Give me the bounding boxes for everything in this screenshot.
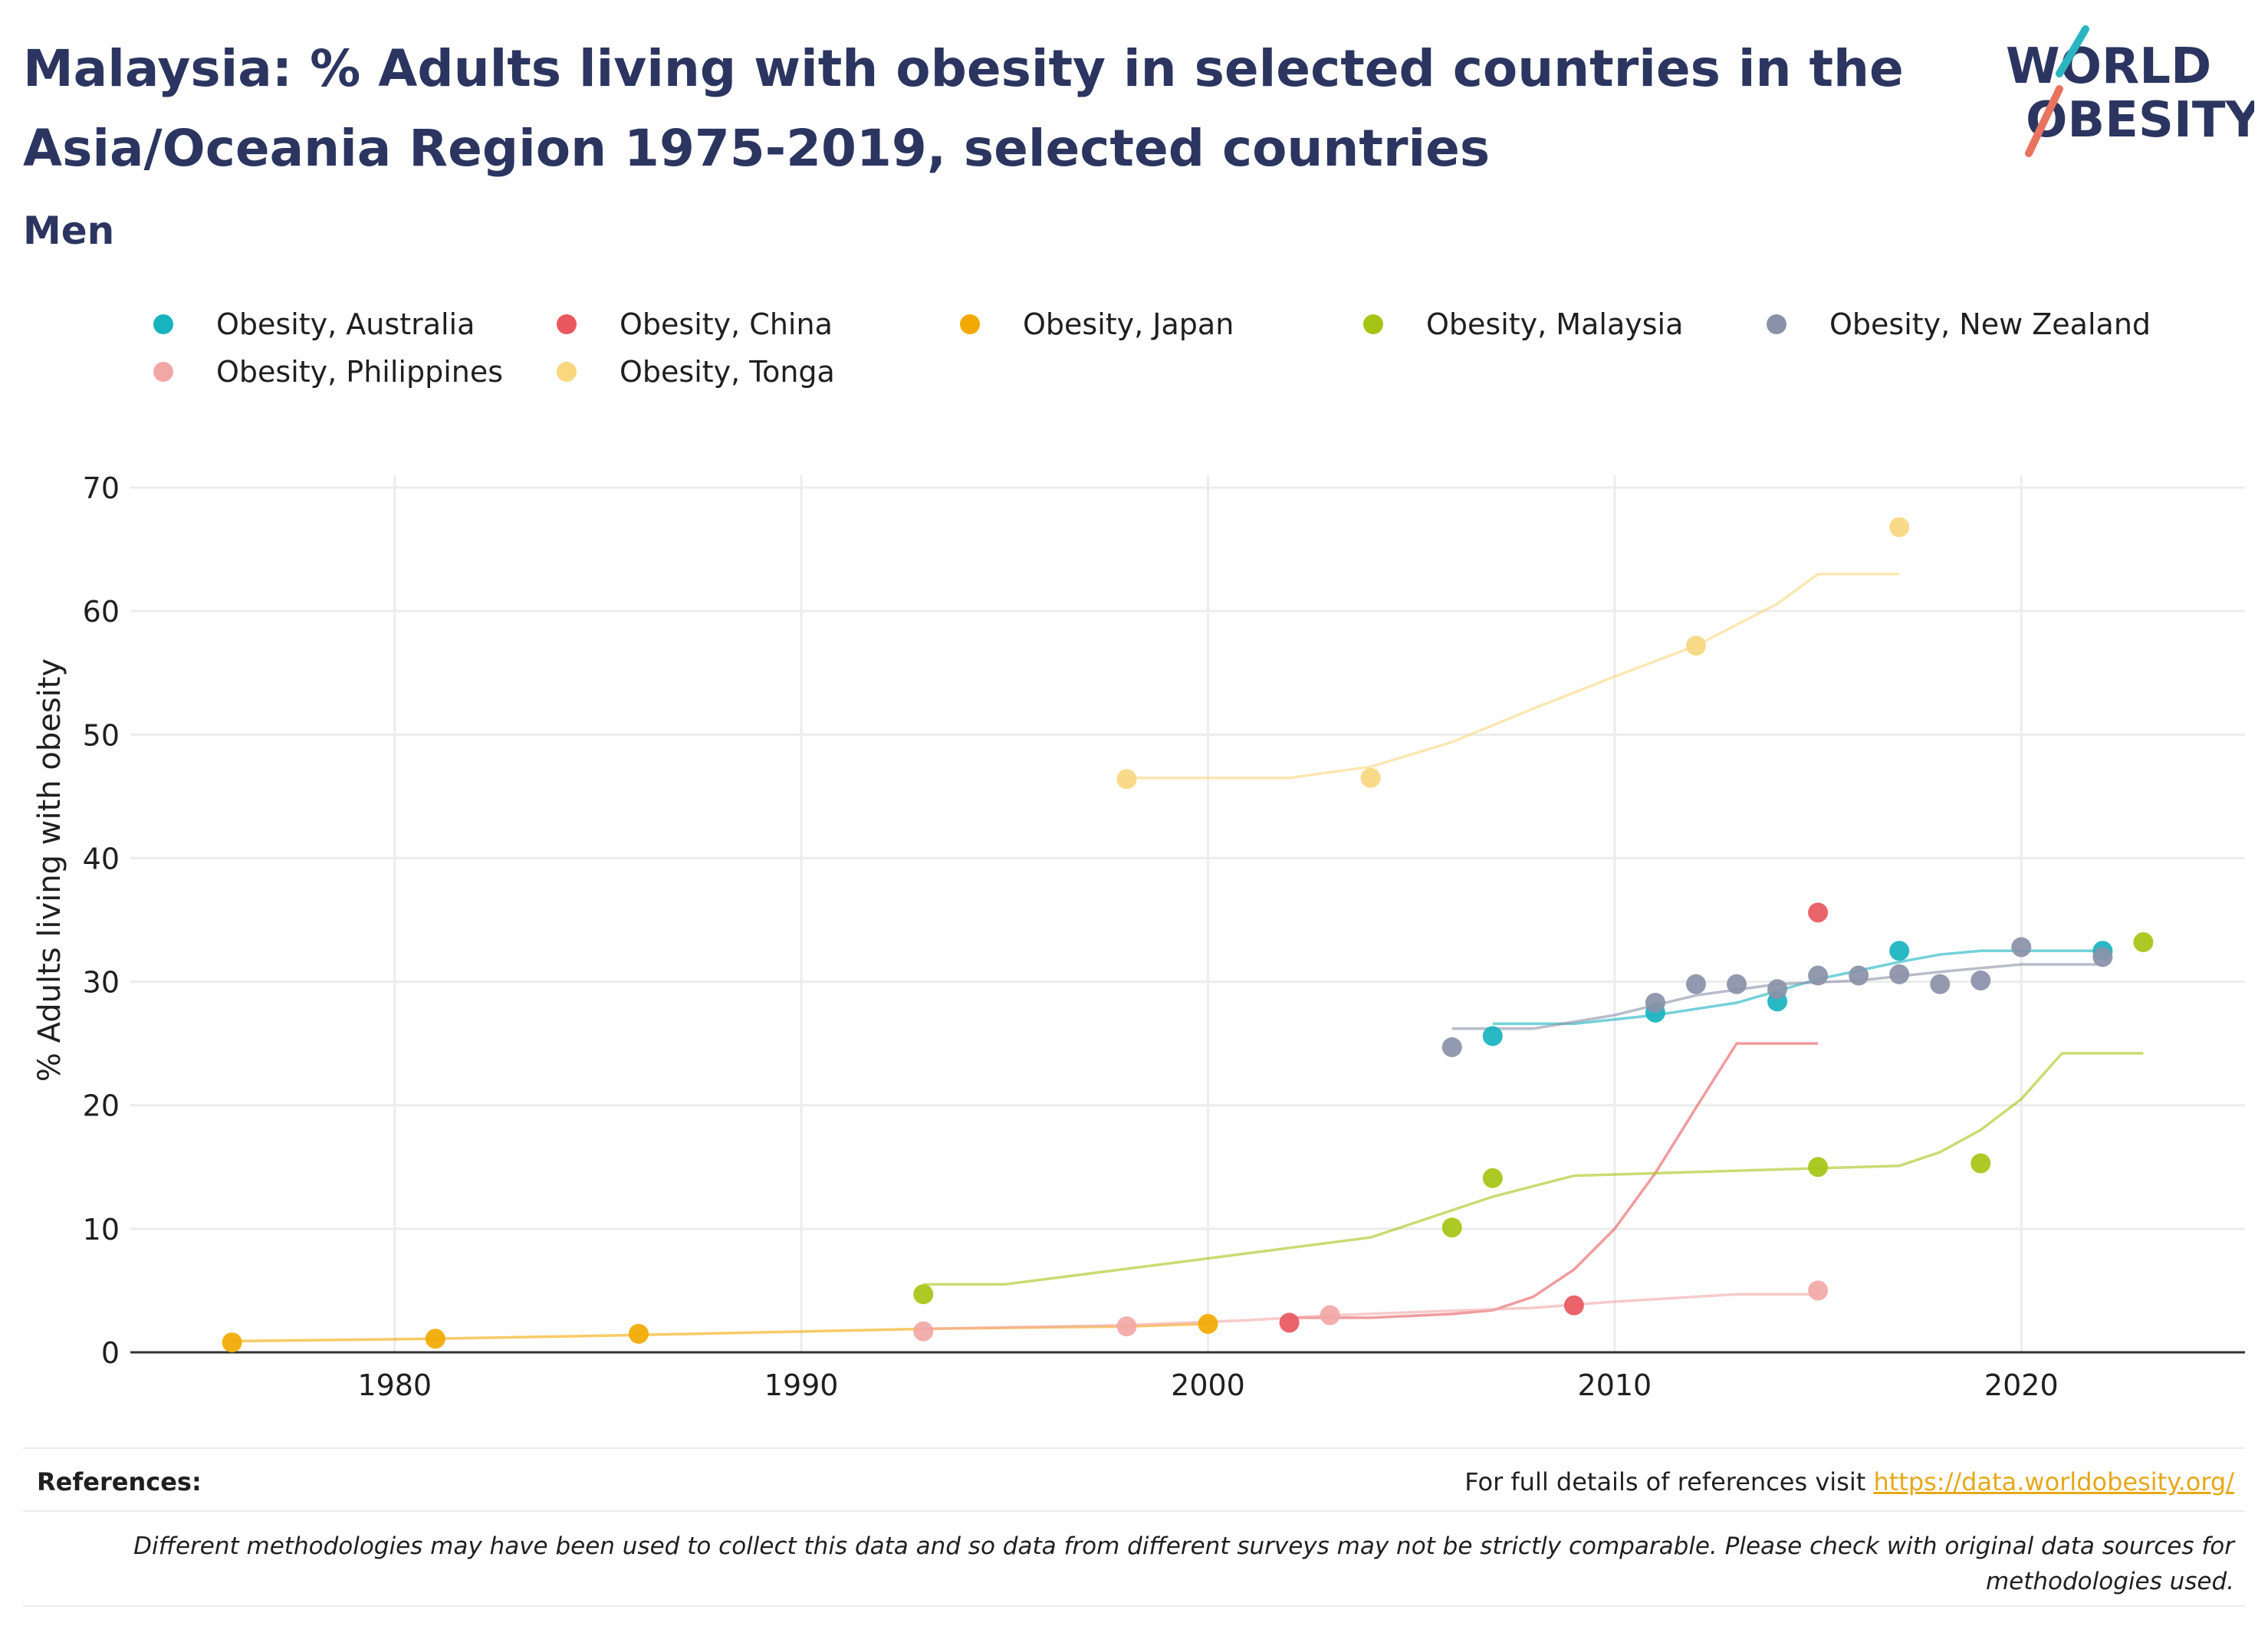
trend-line-obesity-japan	[232, 1322, 1208, 1343]
legend-item-new-zealand[interactable]: Obesity, New Zealand	[1767, 303, 2151, 346]
trend-line-obesity-china	[1289, 1042, 1819, 1319]
data-point-obesity-new-zealand	[1727, 974, 1747, 994]
y-tick-label: 10	[83, 1213, 120, 1247]
references-prefix: For full details of references visit	[1464, 1467, 1866, 1496]
references-link[interactable]: https://data.worldobesity.org/	[1873, 1467, 2234, 1496]
y-tick-label: 50	[83, 718, 120, 752]
x-tick-label: 2010	[1578, 1368, 1652, 1402]
data-point-obesity-malaysia	[1482, 1168, 1503, 1188]
logo-slash-coral	[2025, 85, 2063, 157]
data-point-obesity-new-zealand	[2092, 947, 2113, 967]
data-point-obesity-tonga	[1116, 769, 1137, 790]
data-point-obesity-malaysia	[2133, 932, 2154, 953]
logo-graphic: WORLD OBESITY	[2006, 25, 2261, 157]
methodology-disclaimer: Different methodologies may have been us…	[133, 1532, 2234, 1595]
legend-label: Obesity, New Zealand	[1829, 307, 2151, 341]
logo-line1: WORLD	[2006, 38, 2211, 95]
data-point-obesity-tonga	[1685, 636, 1706, 656]
x-tick-label: 2000	[1171, 1368, 1245, 1402]
data-point-obesity-malaysia	[1441, 1217, 1462, 1238]
data-point-obesity-malaysia	[1971, 1153, 1991, 1174]
legend-marker	[557, 362, 577, 382]
legend-marker	[1363, 314, 1383, 334]
legend-label: Obesity, China	[620, 307, 833, 341]
data-point-obesity-new-zealand	[1808, 965, 1829, 986]
data-point-obesity-new-zealand	[1930, 974, 1951, 994]
legend-item-tonga[interactable]: Obesity, Tonga	[557, 350, 835, 393]
y-tick-label: 0	[101, 1336, 120, 1370]
data-point-obesity-new-zealand	[1889, 964, 1910, 984]
footer-divider-top	[23, 1447, 2245, 1449]
references-label: References:	[37, 1467, 202, 1496]
data-point-obesity-philippines	[1808, 1280, 1829, 1301]
legend-item-china[interactable]: Obesity, China	[557, 303, 833, 346]
data-point-obesity-australia	[1482, 1026, 1503, 1046]
data-point-obesity-japan	[222, 1332, 242, 1353]
x-tick-label: 2020	[1984, 1368, 2059, 1402]
trend-lines-layer	[232, 573, 2144, 1343]
grid-layer	[130, 475, 2245, 1352]
x-tick-label: 1980	[357, 1368, 432, 1402]
logo-slash-teal	[2056, 25, 2089, 77]
data-point-obesity-tonga	[1889, 517, 1910, 537]
logo-line2: OBESITY	[2026, 92, 2254, 149]
y-tick-label: 60	[83, 595, 120, 629]
trend-line-obesity-australia	[1492, 949, 2103, 1026]
data-points-layer	[222, 517, 2154, 1353]
legend-label: Obesity, Tonga	[620, 355, 835, 389]
y-tick-label: 30	[83, 966, 120, 1000]
data-point-obesity-philippines	[1116, 1316, 1137, 1337]
data-point-obesity-malaysia	[913, 1284, 934, 1305]
data-point-obesity-new-zealand	[1441, 1036, 1462, 1057]
data-point-obesity-new-zealand	[1685, 974, 1706, 994]
data-point-obesity-new-zealand	[1849, 965, 1869, 986]
data-point-obesity-philippines	[913, 1321, 934, 1342]
chart-title: Malaysia: % Adults living with obesity i…	[23, 39, 1904, 178]
data-point-obesity-new-zealand	[2011, 937, 2032, 958]
data-point-obesity-new-zealand	[1971, 970, 1991, 990]
y-tick-label: 40	[83, 842, 120, 875]
data-point-obesity-tonga	[1360, 767, 1381, 788]
footer-divider-middle	[23, 1510, 2245, 1512]
y-tick-label: 70	[83, 471, 120, 505]
legend-marker	[960, 314, 980, 334]
legend-label: Obesity, Philippines	[216, 355, 504, 389]
y-axis-label: % Adults living with obesity	[32, 659, 67, 1082]
chart-subtitle: Men	[23, 209, 115, 253]
legend-marker	[1767, 314, 1786, 334]
legend-item-japan[interactable]: Obesity, Japan	[960, 303, 1234, 346]
trend-line-obesity-tonga	[1126, 573, 1900, 780]
data-point-obesity-china	[1279, 1312, 1300, 1333]
data-point-obesity-malaysia	[1808, 1157, 1829, 1178]
data-point-obesity-china	[1563, 1295, 1584, 1316]
data-point-obesity-japan	[628, 1323, 649, 1344]
data-point-obesity-japan	[1198, 1313, 1218, 1334]
references-text: For full details of references visit htt…	[1464, 1467, 2234, 1496]
trend-line-obesity-malaysia	[923, 1052, 2144, 1286]
data-point-obesity-new-zealand	[1645, 992, 1665, 1013]
footer-divider-bottom	[23, 1605, 2245, 1607]
legend-label: Obesity, Japan	[1023, 307, 1234, 341]
trend-line-obesity-philippines	[923, 1293, 1819, 1331]
legend-item-philippines[interactable]: Obesity, Philippines	[153, 350, 503, 393]
legend-item-australia[interactable]: Obesity, Australia	[153, 303, 475, 346]
legend-marker	[153, 362, 173, 382]
data-point-obesity-australia	[1889, 941, 1910, 961]
legend-label: Obesity, Australia	[216, 307, 475, 341]
axis-layer: 0 10 20 30 40 50 60 70 1980 1990 2000 2010 2020	[83, 471, 2245, 1402]
obesity-trend-chart: 0 10 20 30 40 50 60 70 1980 1990 2000 2010 2020 % Ad…	[32, 471, 2245, 1402]
chart-legend: Obesity, Australia Obesity, China Obesit…	[153, 303, 2224, 410]
data-point-obesity-japan	[425, 1329, 445, 1349]
y-tick-label: 20	[83, 1089, 120, 1123]
world-obesity-logo[interactable]: WORLD OBESITY	[1994, 23, 2261, 161]
data-point-obesity-new-zealand	[1767, 979, 1788, 1000]
legend-marker	[153, 314, 173, 334]
legend-label: Obesity, Malaysia	[1426, 307, 1684, 341]
legend-marker	[557, 314, 577, 334]
data-point-obesity-china	[1808, 902, 1829, 923]
legend-item-malaysia[interactable]: Obesity, Malaysia	[1363, 303, 1683, 346]
data-point-obesity-philippines	[1320, 1305, 1340, 1325]
x-tick-label: 1990	[764, 1368, 839, 1402]
